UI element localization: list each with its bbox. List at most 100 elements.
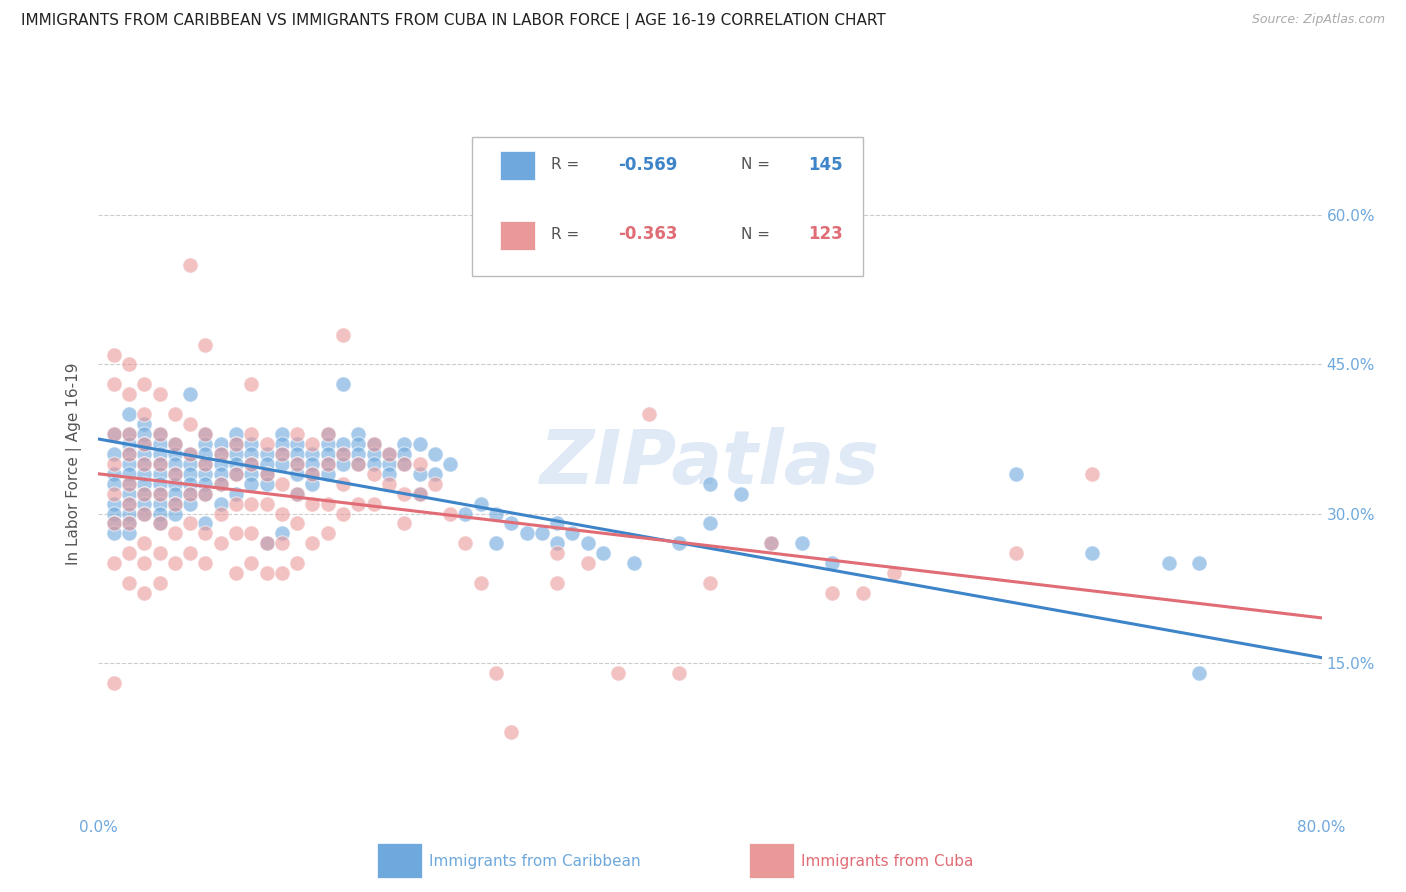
Point [240,427,263,442]
Point [363,497,385,511]
Point [485,507,508,521]
Point [240,377,263,392]
Point [316,457,339,471]
Point [759,536,782,550]
Point [392,516,416,531]
Point [790,536,813,550]
Point [134,447,156,461]
Point [316,457,339,471]
Point [240,447,263,461]
Point [225,486,247,500]
Point [225,447,247,461]
Point [194,526,217,541]
Point [149,486,172,500]
Point [301,536,323,550]
Point [1157,556,1180,570]
Point [179,258,201,272]
Text: ZIPatlas: ZIPatlas [540,427,880,500]
Point [163,457,186,471]
Point [332,476,354,491]
Point [408,486,430,500]
Point [1004,546,1026,560]
Point [392,447,416,461]
Text: IMMIGRANTS FROM CARIBBEAN VS IMMIGRANTS FROM CUBA IN LABOR FORCE | AGE 16-19 COR: IMMIGRANTS FROM CARIBBEAN VS IMMIGRANTS … [21,13,886,29]
Point [134,486,156,500]
Point [194,556,217,570]
Point [149,497,172,511]
Point [118,516,141,531]
Point [408,457,430,471]
Point [363,437,385,451]
Point [301,476,323,491]
Point [179,417,201,431]
Point [270,447,292,461]
Point [347,497,370,511]
Point [149,387,172,401]
Point [546,516,568,531]
Point [363,467,385,481]
Point [118,407,141,421]
Point [363,457,385,471]
Point [194,447,217,461]
Point [103,427,125,442]
Point [347,457,370,471]
Point [118,546,141,560]
Point [103,516,125,531]
Point [285,457,308,471]
Point [256,457,278,471]
Point [118,497,141,511]
Point [852,586,875,600]
Point [134,556,156,570]
Point [149,427,172,442]
Point [149,507,172,521]
Point [179,387,201,401]
Point [301,497,323,511]
Text: R =: R = [551,157,583,172]
Point [285,427,308,442]
Point [225,437,247,451]
Point [759,536,782,550]
Point [332,437,354,451]
Point [134,486,156,500]
Point [134,437,156,451]
Point [576,536,599,550]
Text: 145: 145 [808,156,842,174]
Point [270,447,292,461]
Point [103,427,125,442]
Point [501,516,523,531]
Point [546,546,568,560]
Point [134,427,156,442]
Text: -0.569: -0.569 [619,156,678,174]
Point [118,526,141,541]
Point [103,497,125,511]
Point [270,507,292,521]
Point [316,526,339,541]
Point [149,427,172,442]
Point [730,486,752,500]
Point [530,526,553,541]
Point [256,467,278,481]
Point [347,437,370,451]
Point [209,457,232,471]
Point [240,476,263,491]
Point [363,437,385,451]
Point [209,507,232,521]
Point [225,526,247,541]
Text: Immigrants from Caribbean: Immigrants from Caribbean [429,855,641,869]
Text: Immigrants from Cuba: Immigrants from Cuba [801,855,974,869]
Point [163,437,186,451]
Point [225,437,247,451]
Point [668,665,690,680]
Point [118,358,141,372]
Point [194,476,217,491]
Point [408,467,430,481]
Point [392,437,416,451]
Point [270,427,292,442]
Point [225,457,247,471]
Point [163,476,186,491]
Point [225,467,247,481]
Point [347,447,370,461]
Point [134,407,156,421]
Point [149,476,172,491]
Point [103,675,125,690]
